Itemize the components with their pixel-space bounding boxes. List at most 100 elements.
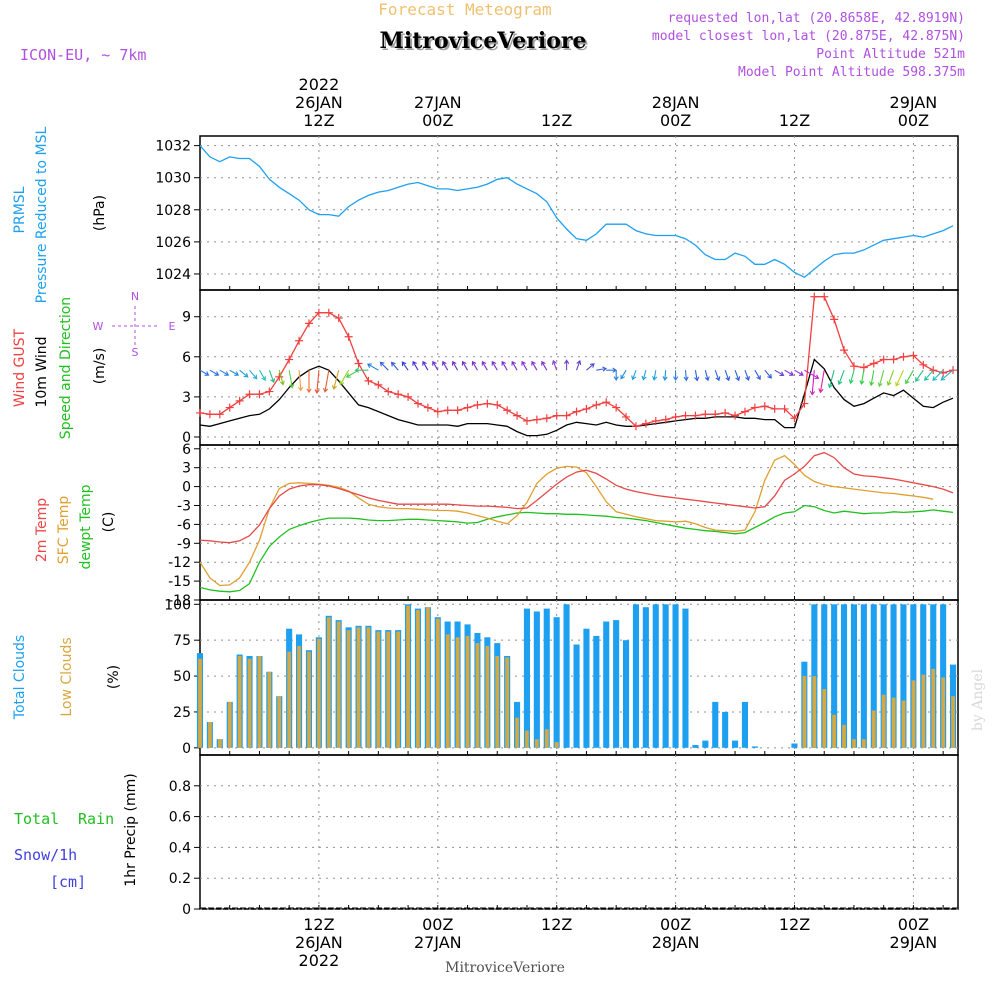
- gust-marker: [304, 319, 313, 328]
- gust-marker: [275, 372, 284, 381]
- gust-marker: [641, 419, 650, 428]
- gust-marker: [721, 408, 730, 417]
- low-cloud-bar: [931, 668, 936, 748]
- gust-marker: [879, 355, 888, 364]
- clouds-ytick-label: 25: [173, 705, 191, 721]
- total-cloud-bar: [712, 701, 719, 748]
- wind-arrow: [564, 359, 570, 371]
- total-cloud-bar: [751, 746, 758, 748]
- wind-arrow: [620, 369, 627, 380]
- gust-marker: [404, 392, 413, 401]
- gust-line: [199, 296, 954, 428]
- wind-arrow: [390, 361, 399, 371]
- gust-marker: [205, 410, 214, 419]
- gust-marker: [522, 416, 531, 425]
- location-title: MitroviceVeriore: [380, 28, 587, 54]
- gust-marker: [235, 396, 244, 405]
- wind-arrow: [481, 360, 488, 371]
- precip-unit: 1hr Precip (mm): [123, 773, 139, 886]
- gust-marker: [889, 355, 898, 364]
- total-cloud-bar: [632, 604, 639, 748]
- precip-ytick-label: 0.4: [169, 840, 191, 856]
- low-cloud-bar: [257, 656, 262, 748]
- low-cloud-bar: [862, 739, 866, 748]
- requested-coords: requested lon,lat (20.8658E, 42.8919N): [668, 11, 965, 26]
- low-cloud-bar: [485, 645, 490, 748]
- pressure-label-2: Pressure Reduced to MSL: [34, 126, 50, 303]
- low-cloud-bar: [871, 710, 876, 748]
- low-cloud-bar: [891, 697, 896, 748]
- gust-marker: [651, 416, 660, 425]
- total-cloud-bar: [900, 604, 907, 748]
- plot-layer: 1024 1026 1028 1030 1032 0 3 6 9 6 3 0 -3 -6 -9 -12 -15 -…: [155, 75, 959, 970]
- wind-arrow: [886, 370, 895, 387]
- wind-arrow: [451, 360, 459, 371]
- top-time-label: 12Z: [779, 111, 810, 130]
- wind-arrow: [869, 370, 875, 387]
- total-label: Total: [14, 810, 59, 828]
- total-cloud-bar: [682, 608, 689, 748]
- total-cloud-bar: [652, 604, 659, 748]
- total-cloud-bar: [662, 604, 669, 748]
- temperature-ytick-label: 3: [182, 461, 191, 477]
- low-cloud-bar: [822, 689, 827, 748]
- total-cloud-bar: [543, 608, 550, 748]
- wind-arrow: [662, 370, 668, 382]
- top-time-label: 27JAN: [414, 93, 462, 112]
- wind-arrow: [278, 370, 285, 386]
- gust-label: Wind GUST: [12, 328, 28, 407]
- wind-arrow: [541, 360, 548, 371]
- bottom-time-label: 29JAN: [890, 933, 938, 952]
- bottom-time-label: 12Z: [541, 915, 572, 934]
- low-cloud-bar: [426, 607, 430, 748]
- top-time-label: 26JAN: [295, 93, 343, 112]
- gust-marker: [859, 363, 868, 372]
- wind-arrow: [401, 361, 409, 371]
- t2m-label: 2m Temp: [34, 498, 50, 562]
- bottom-time-label: 28JAN: [652, 933, 700, 952]
- low-cloud-bar: [455, 637, 460, 748]
- wind-arrow: [259, 369, 266, 382]
- dew-label: dewpt Temp: [78, 484, 94, 569]
- total-cloud-bar: [613, 620, 620, 748]
- pressure-label-1: PRMSL: [12, 186, 28, 233]
- gust-marker: [433, 407, 442, 416]
- clouds-ytick-label: 50: [173, 669, 191, 685]
- total-cloud-bar: [642, 607, 649, 748]
- location-title-shadow: MitroviceVeriore: [382, 30, 589, 56]
- low-cloud-bar: [436, 618, 440, 748]
- wind-arrow: [724, 370, 731, 382]
- gust-marker: [562, 411, 571, 420]
- temperature-ytick-label: -15: [168, 574, 191, 590]
- wind-ytick-label: 0: [182, 430, 191, 446]
- low-cloud-bar: [842, 724, 846, 748]
- gust-marker: [285, 355, 294, 364]
- low-cloud-bar: [327, 617, 331, 748]
- panel-pressure: 1024 1026 1028 1030 1032: [155, 135, 959, 291]
- wind-arrow: [641, 370, 647, 381]
- gust-marker: [542, 414, 551, 423]
- gust-marker: [691, 411, 700, 420]
- low-cloud-bar: [525, 730, 529, 748]
- total-cloud-bar: [811, 604, 818, 748]
- wind-arrow: [331, 370, 340, 391]
- gust-marker: [800, 399, 809, 408]
- wind-frame: [199, 289, 959, 446]
- pressure-labels: PRMSL Pressure Reduced to MSL (hPa): [12, 126, 108, 303]
- wind-arrow: [784, 369, 794, 376]
- wind-labels: Wind GUST 10m Wind Speed and Direction (…: [12, 290, 176, 439]
- total-cloud-bar: [791, 743, 798, 748]
- wind-arrow: [314, 370, 320, 395]
- wind-arrow: [818, 370, 825, 394]
- low-cloud-bar: [336, 621, 341, 748]
- bottom-time-label: 00Z: [422, 915, 453, 934]
- pressure-line: [199, 145, 954, 278]
- wind-arrow: [354, 367, 369, 373]
- total-cloud-bar: [821, 604, 828, 748]
- gust-marker: [344, 332, 353, 341]
- low-cloud-bar: [416, 610, 420, 748]
- wind-arrow: [461, 360, 468, 371]
- temperature-ytick-label: -3: [177, 498, 191, 514]
